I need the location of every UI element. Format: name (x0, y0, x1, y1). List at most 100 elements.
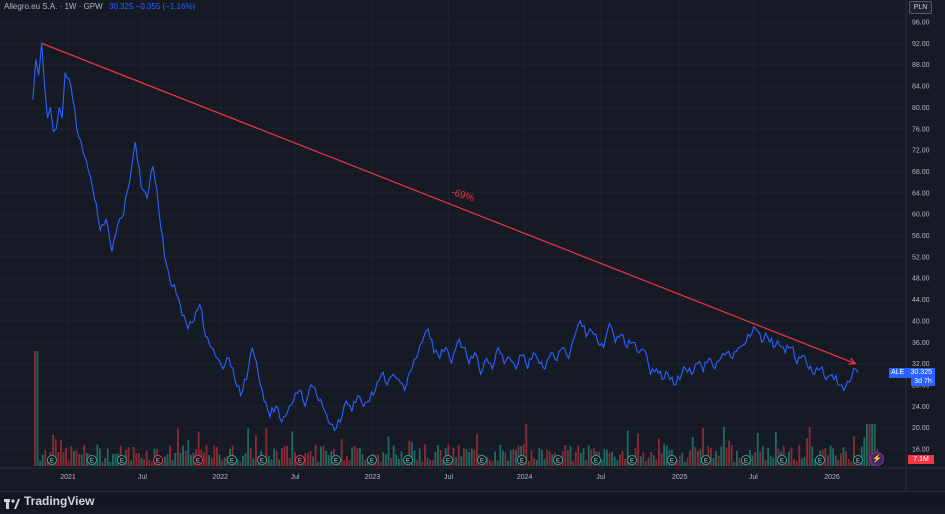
volume-bar (322, 445, 325, 466)
earnings-marker[interactable] (741, 455, 751, 465)
volume-bar (515, 450, 517, 466)
earnings-marker-letter: E (556, 459, 560, 465)
volume-bar (395, 454, 398, 466)
symbol-legend[interactable]: Allegro.eu S.A. · 1W · GPW 30.325 −0.355… (4, 2, 195, 11)
volume-bar (860, 446, 863, 466)
volume-bar (148, 460, 151, 466)
volume-bar (691, 437, 694, 466)
y-tick-label: 52.00 (912, 254, 930, 261)
volume-bar (808, 427, 811, 466)
volume-bar (577, 445, 580, 466)
volume-bar (827, 455, 829, 466)
volume-bar (624, 458, 626, 466)
volume-bar (249, 447, 252, 466)
volume-bar (793, 459, 795, 466)
flash-icon[interactable]: ⚡ (870, 452, 884, 466)
volume-bar (190, 455, 192, 466)
volume-bar (96, 444, 99, 466)
volume-bar (80, 454, 83, 466)
volume-bar (312, 456, 314, 466)
volume-bar (871, 424, 873, 466)
earnings-marker[interactable] (227, 455, 237, 465)
earnings-marker[interactable] (117, 455, 127, 465)
earnings-marker[interactable] (295, 455, 305, 465)
earnings-marker[interactable] (777, 455, 787, 465)
earnings-marker-letter: E (196, 459, 200, 465)
volume-bar (434, 451, 437, 466)
volume-bar (814, 459, 816, 466)
earnings-marker-letter: E (630, 459, 634, 465)
volume-bar (764, 460, 767, 466)
volume-bar (530, 450, 533, 466)
volume-bar (606, 449, 608, 466)
volume-bar (730, 445, 733, 466)
earnings-marker[interactable] (477, 455, 487, 465)
volume-bar (736, 450, 738, 466)
earnings-marker[interactable] (403, 455, 413, 465)
y-tick-label: 32.00 (912, 361, 930, 368)
volume-bar (169, 445, 171, 466)
volume-bar (145, 450, 148, 466)
volume-bar (205, 444, 208, 466)
y-tick-label: 68.00 (912, 169, 930, 176)
volume-bar (140, 457, 143, 466)
volume-bar (863, 437, 866, 466)
earnings-marker[interactable] (627, 455, 637, 465)
volume-bar (845, 451, 847, 466)
currency-button[interactable]: PLN (909, 1, 932, 14)
trend-line[interactable] (41, 42, 856, 365)
price-chart[interactable]: E E E E E E E E E E E E E E E E E E E E E E E 96.00 92.00 88.00 8… (0, 0, 945, 491)
earnings-marker[interactable] (443, 455, 453, 465)
volume-bar (57, 452, 60, 466)
volume-bar (377, 453, 379, 466)
volume-bar (244, 453, 247, 466)
volume-bar (255, 435, 257, 466)
y-tick-label: 92.00 (912, 41, 930, 48)
earnings-marker[interactable] (553, 455, 563, 465)
volume-bar (281, 448, 283, 466)
earnings-marker[interactable] (853, 455, 863, 465)
volume-bar (99, 448, 101, 466)
price-tag-value: 30.325 (910, 369, 932, 376)
volume-bar (210, 457, 213, 466)
volume-bar (309, 450, 312, 466)
earnings-marker[interactable] (701, 455, 711, 465)
volume-bar (616, 460, 619, 466)
volume-bar (130, 460, 132, 466)
volume-bar (751, 455, 754, 466)
earnings-marker[interactable] (331, 455, 341, 465)
earnings-marker[interactable] (591, 455, 601, 465)
volume-bar (114, 453, 117, 466)
tradingview-brand[interactable]: TradingView (4, 494, 94, 509)
earnings-marker[interactable] (153, 455, 163, 465)
volume-bar (291, 431, 294, 466)
volume-bar (403, 460, 405, 466)
volume-bar (452, 447, 455, 466)
volume-bar (286, 446, 288, 466)
earnings-marker[interactable] (815, 455, 825, 465)
earnings-marker[interactable] (193, 455, 203, 465)
earnings-marker[interactable] (87, 455, 97, 465)
x-tick-label: 2021 (60, 474, 76, 481)
volume-bar (663, 444, 665, 466)
volume-bar (468, 451, 470, 466)
earnings-marker[interactable] (667, 455, 677, 465)
earnings-marker-letter: E (744, 459, 748, 465)
earnings-marker[interactable] (367, 455, 377, 465)
volume-bar (837, 459, 840, 466)
volume-bar (790, 447, 793, 466)
volume-bar (283, 446, 286, 466)
earnings-marker[interactable] (257, 455, 267, 465)
volume-bar (686, 457, 689, 466)
volume-bar (652, 455, 655, 466)
y-tick-label: 36.00 (912, 340, 930, 347)
earnings-marker-letter: E (406, 459, 410, 465)
volume-bar (216, 447, 218, 466)
volume-bar (408, 440, 411, 466)
earnings-marker[interactable] (47, 455, 57, 465)
volume-bar (65, 448, 67, 466)
earnings-marker[interactable] (517, 455, 527, 465)
volume-bar (759, 451, 762, 466)
bar-countdown: 3d 7h (911, 377, 935, 386)
y-tick-label: 48.00 (912, 276, 930, 283)
